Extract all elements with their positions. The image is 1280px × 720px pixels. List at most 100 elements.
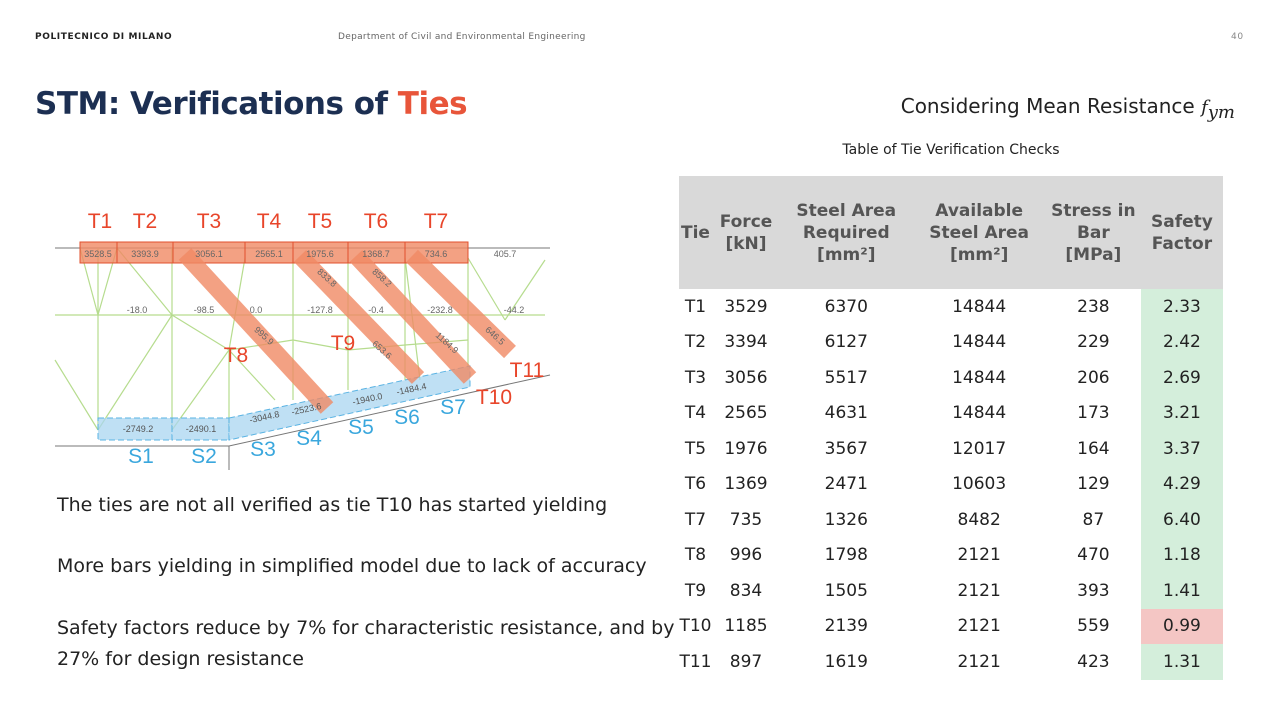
table-row: T5 1976 3567 12017 164 3.37 bbox=[679, 431, 1223, 467]
table-cell: 1505 bbox=[824, 580, 868, 601]
table-cell: 87 bbox=[1082, 509, 1105, 530]
truss-member bbox=[54, 359, 99, 431]
institution-name: POLITECNICO DI MILANO bbox=[35, 32, 173, 42]
tie-label-t8: T8 bbox=[224, 344, 249, 367]
column-header: Safety Factor bbox=[1140, 176, 1223, 289]
table-cell: 1369 bbox=[724, 474, 768, 495]
table-row: T10 1185 2139 2121 559 0.99 bbox=[679, 608, 1223, 644]
safety-factor-cell: 4.29 bbox=[1140, 466, 1223, 502]
table-cell: 6127 bbox=[824, 332, 868, 353]
table-cell: T11 bbox=[679, 651, 712, 672]
table-cell: 6370 bbox=[824, 296, 868, 317]
title-main: STM: Verifications of bbox=[35, 86, 398, 122]
table-cell: 423 bbox=[1077, 651, 1110, 672]
table-cell: 2471 bbox=[824, 474, 868, 495]
table-row: T9 834 1505 2121 393 1.41 bbox=[679, 573, 1223, 609]
table-cell: 3529 bbox=[724, 296, 768, 317]
table-cell: T6 bbox=[684, 474, 707, 495]
table-cell: 393 bbox=[1077, 580, 1110, 601]
safety-factor-cell: 1.31 bbox=[1140, 644, 1223, 680]
safety-factor-cell: 3.37 bbox=[1140, 431, 1223, 467]
table-cell: T4 bbox=[684, 403, 707, 424]
table-cell: 470 bbox=[1077, 545, 1110, 566]
table-cell: 14844 bbox=[952, 296, 1007, 317]
table-cell: 8482 bbox=[957, 509, 1001, 530]
table-cell: T3 bbox=[684, 367, 707, 388]
table-cell: 735 bbox=[729, 509, 763, 530]
table-cell: 1326 bbox=[824, 509, 868, 530]
tie-label-t7: T7 bbox=[424, 210, 449, 233]
column-header: Stress in Bar [MPa] bbox=[1045, 176, 1141, 289]
table-cell: T8 bbox=[684, 545, 707, 566]
table-cell: 173 bbox=[1077, 403, 1110, 424]
strut-label-s3: S3 bbox=[250, 438, 276, 461]
strut-label-s1: S1 bbox=[128, 445, 154, 468]
table-cell: 10603 bbox=[952, 474, 1007, 495]
table-cell: 834 bbox=[729, 580, 763, 601]
table-cell: 129 bbox=[1077, 474, 1110, 495]
tie-label-t11: T11 bbox=[510, 359, 545, 382]
page-title: STM: Verifications of Ties bbox=[35, 86, 468, 122]
table-row: T6 1369 2471 10603 129 4.29 bbox=[679, 466, 1223, 502]
table-cell: 238 bbox=[1077, 296, 1110, 317]
strut-label-s7: S7 bbox=[440, 396, 466, 419]
column-header: Force [kN] bbox=[711, 176, 781, 289]
table-cell: 14844 bbox=[952, 403, 1007, 424]
tie-verification-table: Tie Force [kN] Steel Area Required [mm²] Av… bbox=[679, 176, 1223, 680]
column-header: Available Steel Area [mm²] bbox=[912, 176, 1046, 289]
strut-s3-s7 bbox=[228, 365, 471, 441]
mid-force-label: -232.8 bbox=[427, 305, 453, 315]
top-force-label: 734.6 bbox=[425, 249, 448, 259]
top-force-label: 1975.6 bbox=[306, 249, 334, 259]
safety-factor-cell: 3.21 bbox=[1140, 395, 1223, 431]
top-force-label: 1368.7 bbox=[362, 249, 390, 259]
table-cell: 1798 bbox=[824, 545, 868, 566]
tie-label-t5: T5 bbox=[308, 210, 333, 233]
truss-member bbox=[292, 339, 349, 351]
bullet-2: More bars yielding in simplified model d… bbox=[57, 555, 647, 577]
tie-diagonal-9 bbox=[293, 250, 425, 384]
table-cell: 14844 bbox=[952, 332, 1007, 353]
table-cell: 559 bbox=[1077, 616, 1110, 637]
table-cell: 3394 bbox=[724, 332, 768, 353]
truss-member bbox=[228, 349, 276, 401]
table-cell: 2121 bbox=[957, 580, 1001, 601]
strut-label-s6: S6 bbox=[394, 406, 420, 429]
safety-factor-cell: 2.42 bbox=[1140, 324, 1223, 360]
table-cell: 4631 bbox=[824, 403, 868, 424]
table-cell: 3056 bbox=[724, 367, 768, 388]
table-row: T4 2565 4631 14844 173 3.21 bbox=[679, 395, 1223, 431]
bullet-3: Safety factors reduce by 7% for characte… bbox=[57, 617, 675, 670]
table-cell: T7 bbox=[684, 509, 707, 530]
table-cell: 229 bbox=[1077, 332, 1110, 353]
bullet-1: The ties are not all verified as tie T10… bbox=[57, 494, 608, 516]
table-cell: 996 bbox=[729, 545, 763, 566]
table-cell: 2121 bbox=[957, 616, 1001, 637]
truss-member bbox=[171, 314, 230, 351]
table-cell: T1 bbox=[684, 296, 707, 317]
mid-force-label: -127.8 bbox=[307, 305, 333, 315]
table-cell: 5517 bbox=[824, 367, 868, 388]
table-row: T7 735 1326 8482 87 6.40 bbox=[679, 502, 1223, 538]
mid-force-label: 0.0 bbox=[250, 305, 263, 315]
truss-member bbox=[97, 314, 173, 431]
truss-member bbox=[171, 349, 230, 431]
table-cell: 2139 bbox=[824, 616, 868, 637]
table-cell: 12017 bbox=[952, 438, 1007, 459]
table-row: T11 897 1619 2121 423 1.31 bbox=[679, 644, 1223, 680]
subtitle-symbol: f bbox=[1201, 97, 1208, 118]
tie-label-t10: T10 bbox=[476, 386, 512, 409]
safety-factor-cell: 1.18 bbox=[1140, 537, 1223, 573]
bottom-force-label: -2749.2 bbox=[123, 424, 154, 434]
table-cell: 14844 bbox=[952, 367, 1007, 388]
table-cell: T10 bbox=[679, 616, 712, 637]
tie-diagonal-11 bbox=[406, 249, 516, 359]
table-cell: 897 bbox=[729, 651, 763, 672]
table-row: T2 3394 6127 14844 229 2.42 bbox=[679, 324, 1223, 360]
safety-factor-cell: 1.41 bbox=[1140, 573, 1223, 609]
table-cell: T2 bbox=[684, 332, 707, 353]
table-caption: Table of Tie Verification Checks bbox=[842, 142, 1060, 158]
table-row: T8 996 1798 2121 470 1.18 bbox=[679, 537, 1223, 573]
tie-label-t6: T6 bbox=[364, 210, 389, 233]
subtitle: Considering Mean Resistance fym bbox=[901, 94, 1235, 123]
